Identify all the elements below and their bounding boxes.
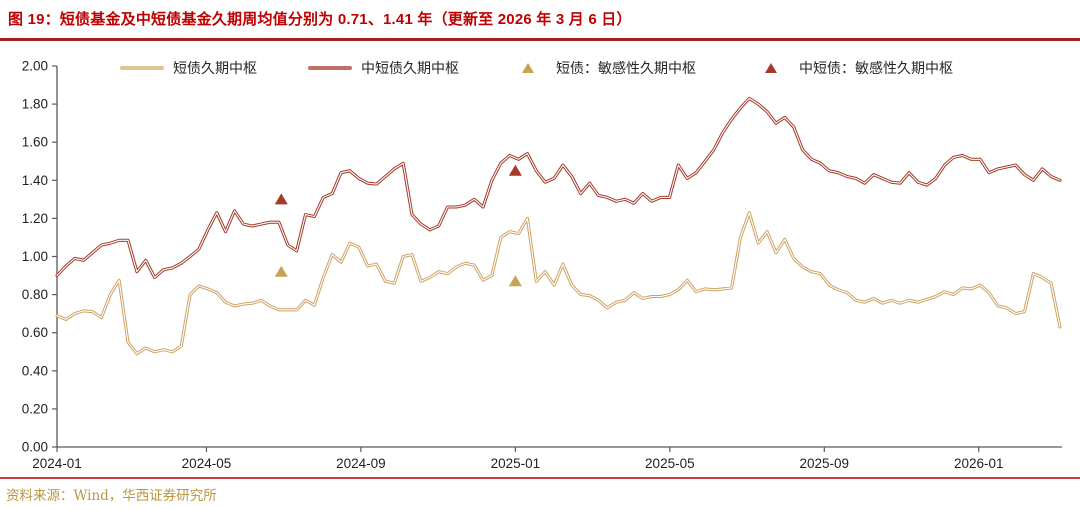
y-axis-tick-label: 0.80 <box>22 287 48 302</box>
x-axis-tick-label: 2024-01 <box>32 456 82 471</box>
y-axis-tick-label: 0.60 <box>22 325 48 340</box>
data-source: 资料来源：Wind，华西证券研究所 <box>6 488 217 504</box>
legend-label: 中短债：敏感性久期中枢 <box>799 61 953 77</box>
legend-label: 短债久期中枢 <box>173 61 257 77</box>
y-axis-tick-label: 1.00 <box>22 249 48 264</box>
y-axis-tick-label: 1.80 <box>22 97 48 112</box>
series-line <box>55 96 1062 280</box>
short-sensitive-triangle-icon <box>522 63 534 73</box>
y-axis-tick-label: 0.40 <box>22 363 48 378</box>
sensitivity-marker-triangle <box>274 193 288 205</box>
y-axis-tick-label: 0.20 <box>22 401 48 416</box>
title-divider <box>0 38 1080 41</box>
x-axis-tick-label: 2024-09 <box>336 456 386 471</box>
y-axis-tick-label: 2.00 <box>22 59 48 74</box>
mid-duration-line-swatch <box>308 66 352 70</box>
sensitivity-marker-triangle <box>274 265 288 277</box>
y-axis-tick-label: 1.20 <box>22 211 48 226</box>
legend-item-short-duration: 短债久期中枢 <box>120 56 257 80</box>
x-axis-tick-label: 2025-05 <box>645 456 695 471</box>
x-axis-tick-label: 2026-01 <box>954 456 1004 471</box>
footer-divider <box>0 477 1080 479</box>
chart-legend: 短债久期中枢 中短债久期中枢 短债：敏感性久期中枢 中短债：敏感性久期中枢 <box>0 56 1080 80</box>
mid-sensitive-triangle-icon <box>765 63 777 73</box>
legend-label: 短债：敏感性久期中枢 <box>556 61 696 77</box>
y-axis-tick-label: 1.40 <box>22 173 48 188</box>
short-duration-line-swatch <box>120 66 164 70</box>
sensitivity-marker-triangle <box>508 275 522 287</box>
y-axis-tick-label: 1.60 <box>22 135 48 150</box>
page-title: 图 19：短债基金及中短债基金久期周均值分别为 0.71、1.41 年（更新至 … <box>8 11 632 28</box>
x-axis-tick-label: 2024-05 <box>182 456 232 471</box>
sensitivity-marker-triangle <box>508 164 522 176</box>
legend-item-mid-duration: 中短债久期中枢 <box>308 56 459 80</box>
x-axis-tick-label: 2025-01 <box>491 456 541 471</box>
legend-item-mid-sensitive: 中短债：敏感性久期中枢 <box>765 56 953 80</box>
x-axis-tick-label: 2025-09 <box>800 456 850 471</box>
legend-label: 中短债久期中枢 <box>361 61 459 77</box>
y-axis-tick-label: 0.00 <box>22 440 48 455</box>
legend-item-short-sensitive: 短债：敏感性久期中枢 <box>522 56 696 80</box>
